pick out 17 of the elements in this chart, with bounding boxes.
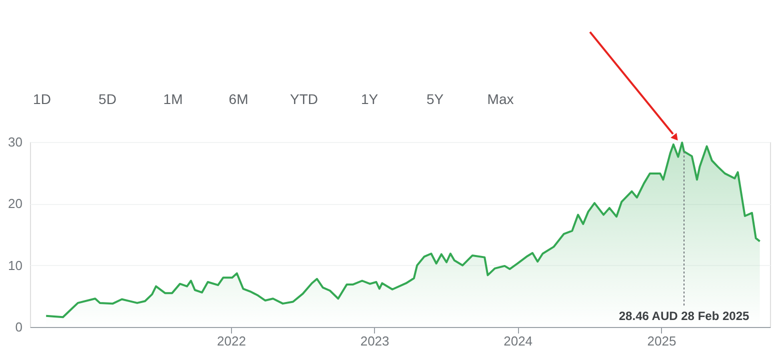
x-tick-label: 2024 bbox=[504, 334, 533, 348]
annotation: 28.46 AUD 28 Feb 2025 bbox=[618, 309, 750, 323]
text: 1D bbox=[33, 91, 51, 107]
text: Max bbox=[487, 91, 514, 107]
text: YTD bbox=[290, 91, 318, 107]
x-tick-label: 2022 bbox=[217, 334, 246, 348]
x-tick-label: 2023 bbox=[360, 334, 390, 348]
text: 1Y bbox=[360, 91, 379, 107]
y-tick-label: 20 bbox=[8, 196, 22, 212]
text: 6M bbox=[228, 91, 248, 107]
text: 1M bbox=[163, 91, 183, 107]
x-tick-label: 2025 bbox=[647, 334, 676, 348]
y-tick-label: 30 bbox=[8, 134, 22, 150]
text: 5Y bbox=[426, 91, 444, 107]
text: 5D bbox=[98, 91, 116, 107]
y-tick-label: 10 bbox=[8, 258, 22, 273]
y-tick-label: 0 bbox=[15, 320, 22, 334]
